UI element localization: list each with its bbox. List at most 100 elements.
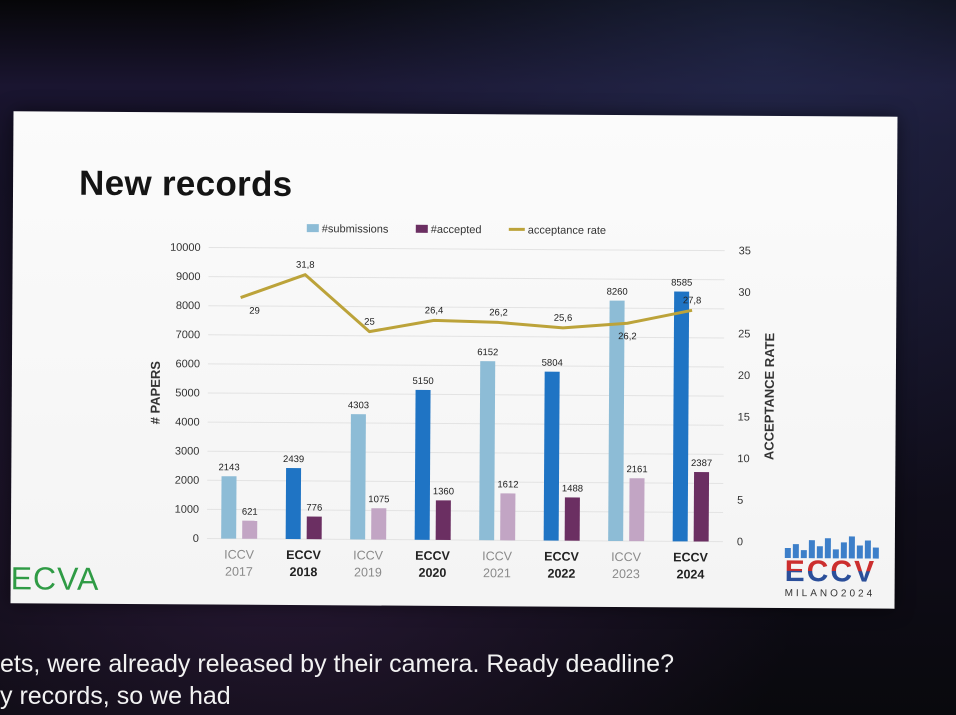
accepted-bar bbox=[629, 478, 645, 542]
rate-data-label: 26,4 bbox=[425, 305, 444, 316]
rate-data-label: 31,8 bbox=[296, 260, 315, 271]
y-right-tick-label: 30 bbox=[738, 287, 750, 299]
y-right-tick-label: 5 bbox=[737, 495, 743, 507]
legend-label: #accepted bbox=[431, 224, 482, 236]
x-tick-label: ICCV bbox=[482, 549, 513, 563]
x-tick-year-label: 2017 bbox=[225, 565, 253, 579]
y-tick-label: 9000 bbox=[176, 271, 201, 283]
x-tick-label: ICCV bbox=[353, 548, 384, 562]
eccv-logo-word: ECCV bbox=[785, 555, 891, 589]
x-tick-year-label: 2018 bbox=[290, 565, 318, 579]
eccv-logo: ECCV MILANO2024 bbox=[785, 536, 891, 607]
x-tick-label: ICCV bbox=[224, 548, 255, 562]
x-tick-year-label: 2023 bbox=[612, 567, 640, 581]
accepted-data-label: 776 bbox=[306, 503, 322, 514]
accepted-bar bbox=[435, 500, 451, 540]
y-right-tick-label: 15 bbox=[738, 412, 750, 424]
accepted-bar bbox=[693, 472, 710, 542]
x-tick-label: ECCV bbox=[544, 550, 579, 564]
accepted-bar bbox=[306, 516, 322, 540]
submissions-bar bbox=[543, 371, 560, 541]
legend-label: acceptance rate bbox=[528, 224, 606, 236]
accepted-data-label: 621 bbox=[242, 507, 258, 518]
submissions-data-label: 5804 bbox=[542, 358, 563, 369]
legend-swatch bbox=[306, 224, 319, 233]
rate-data-label: 25 bbox=[364, 317, 375, 328]
y-tick-label: 0 bbox=[193, 533, 199, 545]
gridline bbox=[207, 421, 724, 426]
x-tick-year-label: 2020 bbox=[419, 566, 447, 580]
gridline bbox=[208, 334, 725, 339]
rate-data-label: 26,2 bbox=[618, 331, 637, 342]
gridline bbox=[207, 363, 724, 368]
y-right-tick-label: 0 bbox=[737, 536, 743, 548]
submissions-data-label: 2143 bbox=[218, 462, 239, 473]
submissions-data-label: 8260 bbox=[607, 287, 628, 298]
y-tick-label: 6000 bbox=[175, 358, 200, 370]
gridline bbox=[206, 537, 723, 543]
rate-data-label: 25,6 bbox=[554, 313, 573, 324]
y-tick-label: 5000 bbox=[175, 387, 200, 399]
gridline bbox=[208, 305, 725, 310]
gridline bbox=[208, 276, 725, 281]
acceptance-rate-line bbox=[240, 273, 693, 334]
rate-data-label: 29 bbox=[249, 306, 260, 317]
submissions-data-label: 8585 bbox=[671, 278, 692, 289]
x-tick-label: ECCV bbox=[286, 548, 321, 562]
accepted-data-label: 1360 bbox=[433, 486, 454, 497]
accepted-data-label: 1488 bbox=[562, 483, 583, 494]
legend-swatch bbox=[415, 224, 428, 233]
gridline bbox=[207, 508, 724, 514]
ecva-logo-text: ECVA bbox=[10, 560, 100, 597]
accepted-bar bbox=[564, 497, 580, 541]
y-tick-label: 1000 bbox=[175, 504, 200, 516]
accepted-bar bbox=[242, 520, 258, 539]
submissions-bar bbox=[414, 389, 431, 540]
y-tick-label: 10000 bbox=[170, 242, 201, 254]
gridline bbox=[207, 479, 724, 484]
y-right-tick-label: 10 bbox=[737, 453, 749, 465]
y-tick-label: 2000 bbox=[175, 475, 200, 487]
rate-data-label: 27,8 bbox=[683, 295, 702, 306]
y-tick-label: 7000 bbox=[176, 329, 201, 341]
x-tick-year-label: 2021 bbox=[483, 566, 511, 580]
presentation-slide: New records 0 1000 2000 3000 4000 5000 6000 700… bbox=[10, 111, 898, 609]
subtitle-line-1: ets, were already released by their came… bbox=[0, 650, 674, 678]
gridline bbox=[207, 450, 724, 455]
gridline bbox=[208, 246, 725, 252]
y-tick-label: 8000 bbox=[176, 300, 201, 312]
ecva-logo: ECVA bbox=[11, 560, 100, 598]
y-right-tick-label: 20 bbox=[738, 370, 750, 382]
gridline bbox=[207, 392, 724, 397]
x-tick-label: ECCV bbox=[673, 550, 708, 564]
x-tick-year-label: 2022 bbox=[547, 567, 575, 581]
y-axis-title: # PAPERS bbox=[148, 361, 163, 425]
submissions-data-label: 2439 bbox=[283, 454, 304, 465]
accepted-data-label: 2161 bbox=[626, 464, 647, 475]
x-tick-label: ICCV bbox=[611, 550, 642, 564]
eccv-logo-subtitle: MILANO2024 bbox=[784, 588, 876, 600]
y-right-axis-title: ACCEPTANCE RATE bbox=[761, 332, 777, 460]
x-tick-label: ECCV bbox=[415, 549, 450, 563]
submissions-bar bbox=[285, 468, 302, 540]
accepted-data-label: 1612 bbox=[497, 479, 518, 490]
submissions-bar bbox=[608, 300, 625, 542]
y-tick-label: 3000 bbox=[175, 445, 200, 457]
x-tick-year-label: 2024 bbox=[676, 567, 704, 581]
submissions-bar bbox=[221, 476, 237, 539]
accepted-data-label: 1075 bbox=[368, 494, 389, 505]
accepted-bar bbox=[371, 508, 387, 540]
submissions-data-label: 4303 bbox=[348, 400, 369, 411]
combo-chart: 0100020003000400050006000700080009000100… bbox=[148, 223, 778, 581]
submissions-bar bbox=[350, 414, 366, 540]
submissions-data-label: 5150 bbox=[413, 376, 434, 387]
legend-label: #submissions bbox=[322, 223, 389, 235]
subtitle-line-2: y records, so we had bbox=[0, 682, 231, 710]
y-right-tick-label: 25 bbox=[738, 328, 750, 340]
submissions-bar bbox=[479, 361, 496, 541]
submissions-data-label: 6152 bbox=[477, 347, 498, 358]
rate-data-label: 26,2 bbox=[489, 307, 508, 318]
accepted-bar bbox=[500, 493, 516, 541]
submissions-bar bbox=[672, 291, 690, 542]
